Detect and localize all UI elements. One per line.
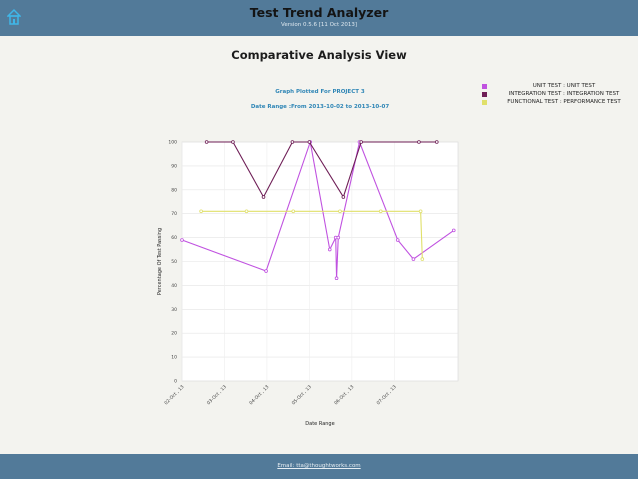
x-axis-label: Date Range (305, 421, 334, 427)
legend-swatch (482, 100, 487, 105)
data-point (338, 209, 342, 214)
app-title: Test Trend Analyzer (249, 5, 389, 20)
data-point (264, 269, 268, 273)
data-point (327, 247, 332, 252)
app-footer: Email: tta@thoughtworks.com (0, 454, 638, 479)
y-tick-label: 90 (171, 163, 177, 169)
data-point (411, 257, 416, 261)
legend-label: INTEGRATION TEST : INTEGRATION TEST (508, 91, 620, 97)
data-point (418, 209, 423, 214)
y-tick-label: 40 (171, 283, 177, 289)
data-point (180, 238, 184, 242)
data-point (291, 209, 296, 214)
data-point (336, 235, 341, 240)
data-point (231, 140, 235, 144)
data-point (378, 209, 383, 214)
x-tick-label: 06-Oct , 13 (333, 384, 355, 406)
data-point (395, 238, 400, 242)
x-tick-label: 05-Oct , 13 (291, 384, 313, 406)
x-tick-label: 03-Oct , 13 (206, 384, 228, 406)
date-range-text: Date Range :From 2013-10-02 to 2013-10-0… (250, 104, 390, 110)
data-point (261, 195, 266, 199)
data-point (420, 257, 425, 261)
data-point (204, 140, 209, 144)
line-chart: 0 10 20 30 40 50 60 70 80 90 100 02-Oct , 13 03-Oct … (157, 140, 459, 427)
legend-item-integration-test[interactable]: INTEGRATION TEST : INTEGRATION TEST (482, 91, 638, 99)
legend-item-functional-test[interactable]: FUNCTIONAL TEST : PERFORMANCE TEST (482, 99, 638, 107)
contact-email-link[interactable]: Email: tta@thoughtworks.com (277, 463, 361, 469)
y-axis-label: Percentage Of Test Passing (157, 228, 163, 295)
x-tick-label: 07-Oct , 13 (376, 384, 398, 406)
data-point (341, 195, 346, 199)
legend-swatch (482, 92, 487, 97)
data-point (307, 140, 312, 144)
legend-item-unit-test[interactable]: UNIT TEST : UNIT TEST (482, 83, 638, 91)
data-point (199, 209, 203, 214)
data-point (434, 140, 439, 144)
data-point (359, 140, 363, 144)
y-tick-label: 70 (171, 211, 177, 217)
y-tick-label: 30 (171, 307, 177, 313)
legend-swatch (482, 84, 487, 89)
y-tick-label: 0 (174, 379, 177, 385)
data-point (417, 140, 421, 144)
y-tick-label: 50 (171, 259, 177, 265)
y-tick-label: 20 (171, 331, 177, 337)
legend-label: UNIT TEST : UNIT TEST (532, 83, 596, 89)
y-tick-label: 10 (171, 355, 177, 361)
chart-legend: UNIT TEST : UNIT TEST INTEGRATION TEST :… (482, 83, 638, 107)
data-point (451, 228, 456, 233)
x-tick-label: 02-Oct , 13 (163, 384, 185, 406)
home-icon[interactable] (7, 7, 21, 27)
data-point (244, 209, 249, 214)
graph-subtitle: Graph Plotted For PROJECT 3 (275, 89, 365, 95)
app-version: Version 0.5.6 [11 Oct 2013] (280, 22, 357, 28)
page-title: Comparative Analysis View (231, 48, 407, 62)
legend-label: FUNCTIONAL TEST : PERFORMANCE TEST (507, 99, 621, 105)
data-point (334, 276, 339, 281)
data-point (290, 140, 295, 144)
y-tick-label: 100 (168, 140, 177, 146)
y-tick-label: 60 (171, 235, 177, 241)
x-tick-label: 04-Oct , 13 (248, 384, 270, 406)
app-header: Test Trend Analyzer Version 0.5.6 [11 Oc… (0, 0, 638, 36)
y-tick-label: 80 (171, 187, 177, 193)
